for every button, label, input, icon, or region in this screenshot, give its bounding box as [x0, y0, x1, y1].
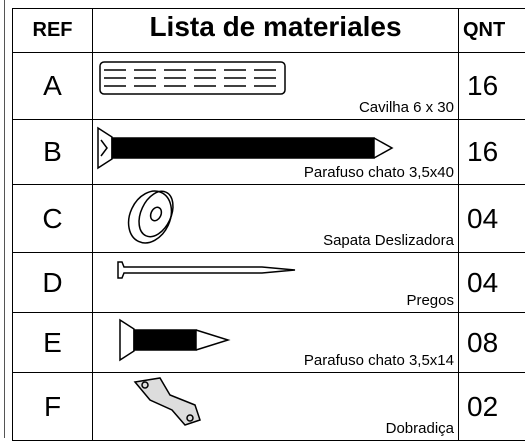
item-name: Parafuso chato 3,5x40	[303, 164, 454, 181]
item-name: Dobradiça	[385, 420, 454, 437]
screw-short	[119, 318, 231, 362]
hinge	[133, 377, 201, 426]
item-name: Cavilha 6 x 30	[358, 99, 454, 116]
qty-cell: 04	[458, 184, 525, 253]
item-name: Parafuso chato 3,5x14	[303, 352, 454, 369]
item-name: Sapata Deslizadora	[323, 232, 454, 249]
screw-long	[97, 126, 394, 170]
edge	[4, 0, 5, 438]
washer	[127, 190, 174, 244]
item-name: Pregos	[406, 292, 454, 309]
dowel	[99, 61, 286, 95]
nail	[117, 261, 296, 279]
